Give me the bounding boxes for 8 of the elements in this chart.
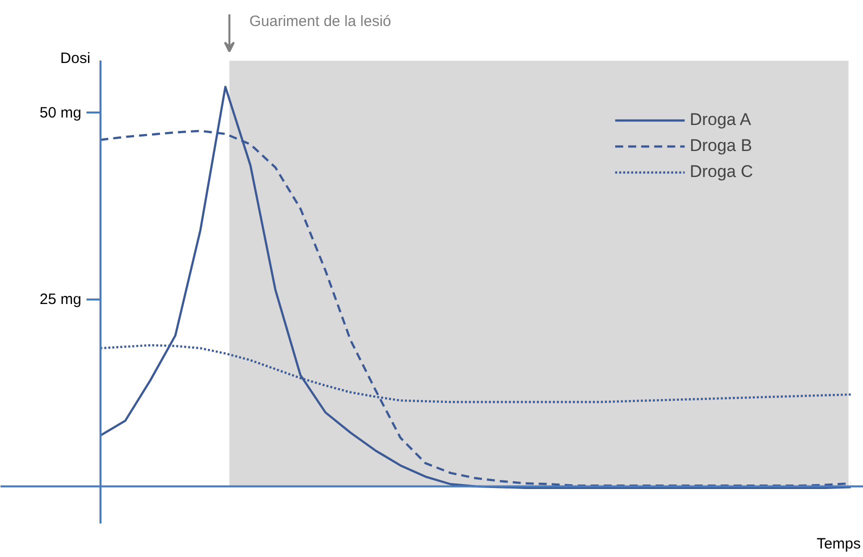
legend-label: Droga A [690, 110, 752, 130]
legend-label: Droga C [690, 162, 753, 182]
y-tick-label: 25 mg [40, 291, 82, 308]
y-axis-title: Dosi [60, 50, 90, 68]
y-tick-label: 50 mg [40, 104, 82, 122]
legend-label: Droga B [690, 136, 752, 156]
x-axis-title: Temps [816, 536, 861, 553]
text: Guariment de la lesió [249, 12, 392, 30]
